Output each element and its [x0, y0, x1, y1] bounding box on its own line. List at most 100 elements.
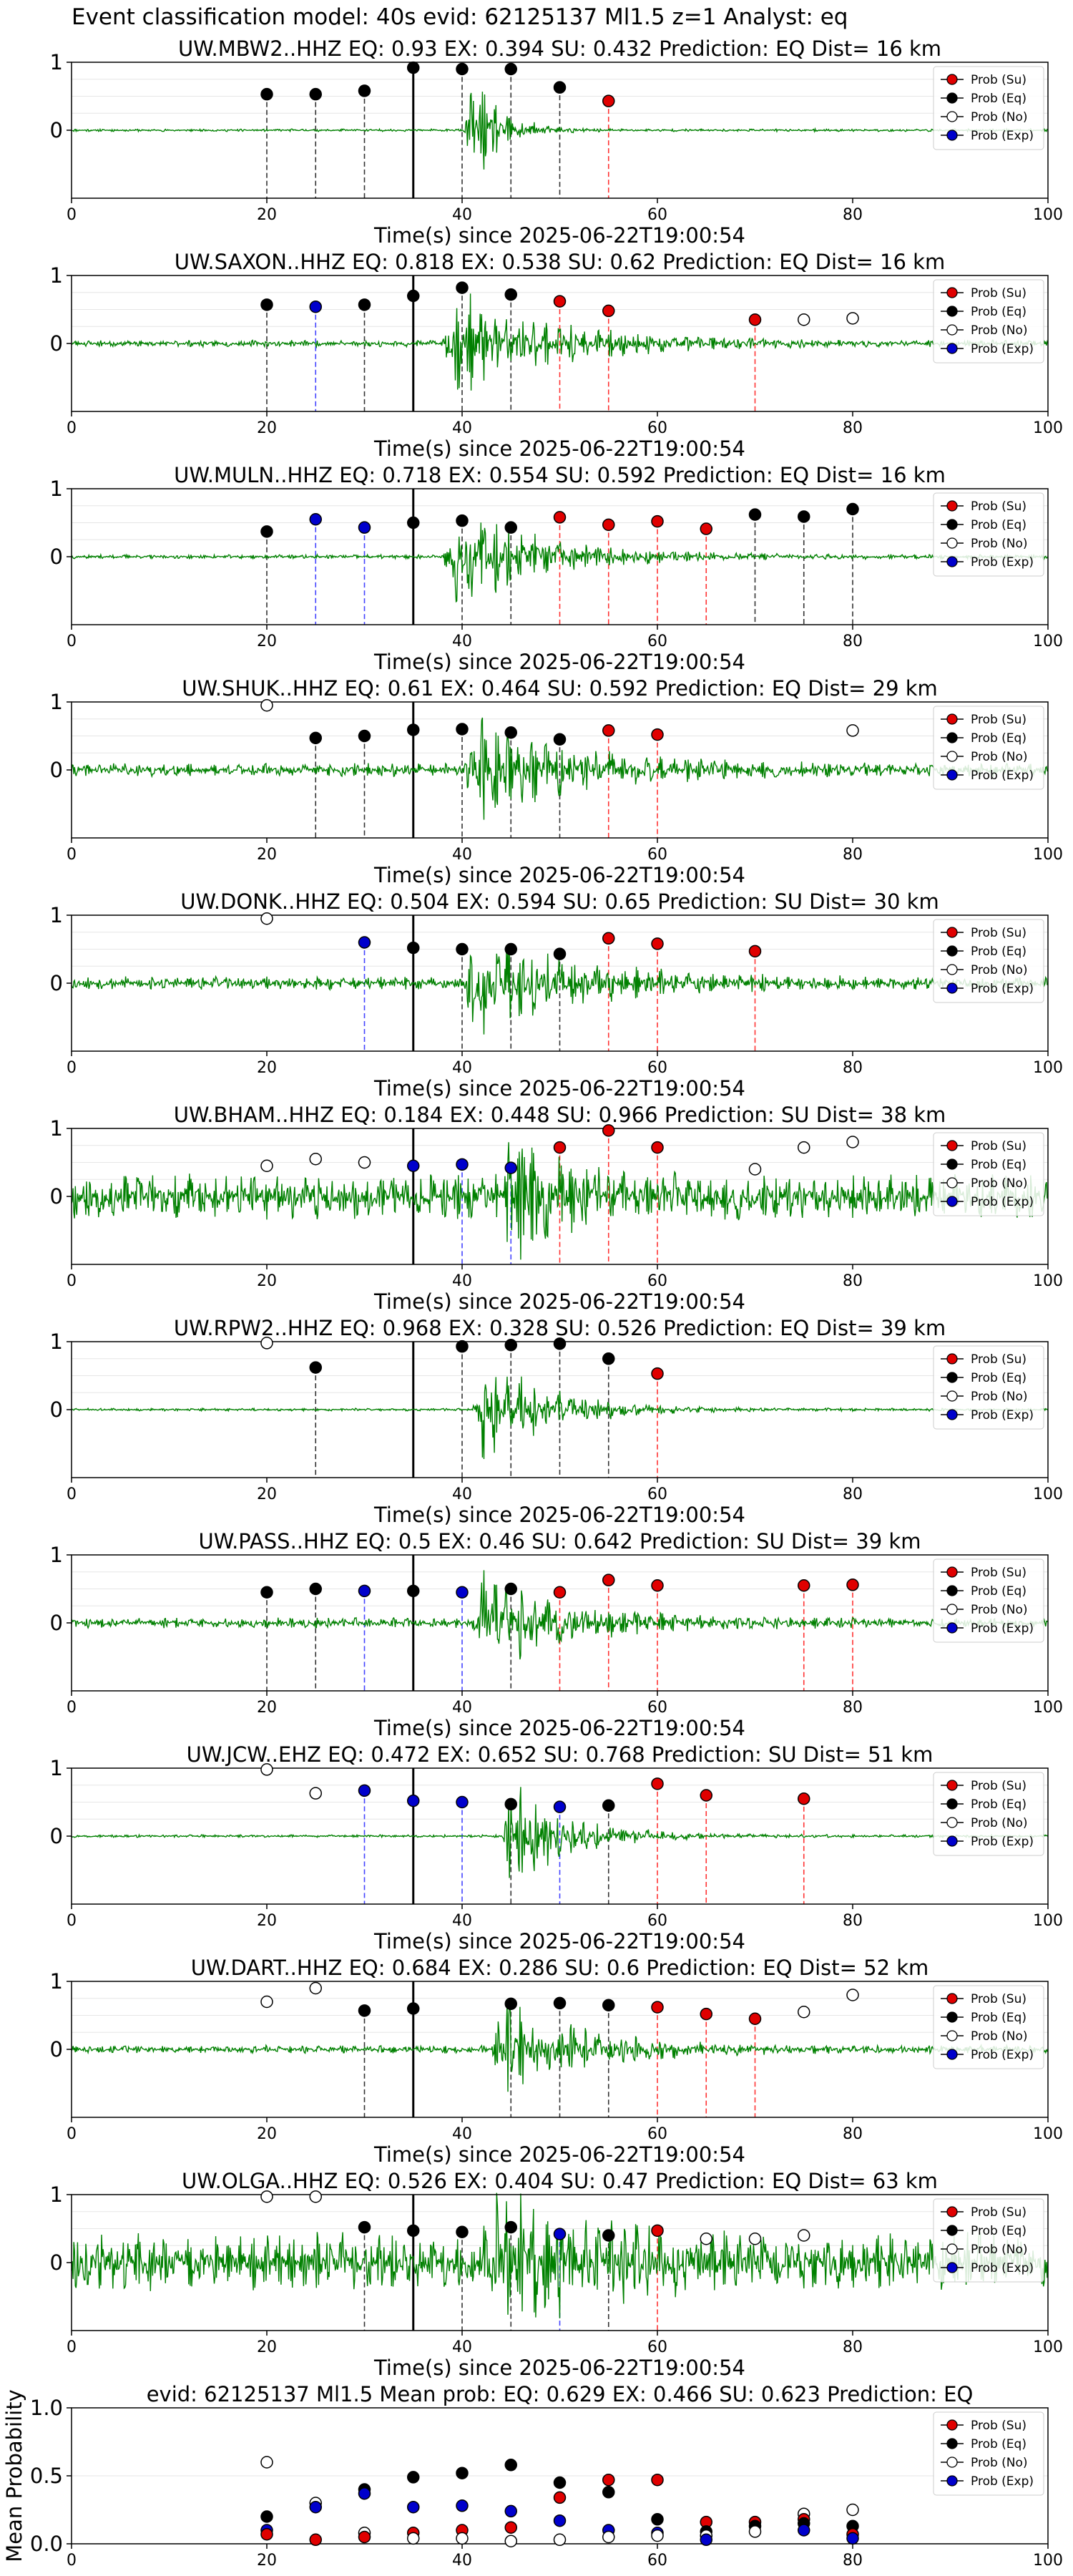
legend-box: [933, 1345, 1044, 1430]
legend-marker-exp: [946, 343, 958, 354]
legend-box: [933, 2411, 1044, 2496]
legend-marker-su: [946, 713, 958, 725]
legend-label: Prob (Eq): [971, 2011, 1027, 2025]
prob-marker-su: [504, 2521, 517, 2534]
x-axis-label: Time(s) since 2025-06-22T19:00:54: [373, 1503, 745, 1527]
x-tick-label: 100: [1033, 633, 1063, 650]
legend-label: Prob (No): [971, 1390, 1028, 1404]
prob-marker-exp: [309, 2500, 322, 2514]
prob-marker-no: [798, 313, 810, 326]
prob-marker-exp: [358, 936, 371, 949]
prob-marker-exp: [456, 1158, 469, 1171]
prob-marker-no: [602, 2530, 615, 2544]
prob-marker-exp: [504, 1161, 517, 1174]
prob-marker-no: [358, 1156, 371, 1169]
waveform-trace: [71, 1142, 1049, 1260]
waveform-trace: [71, 1570, 1049, 1660]
prob-marker-su: [651, 2001, 664, 2014]
x-axis-label: Time(s) since 2025-06-22T19:00:54: [373, 1929, 745, 1953]
legend-label: Prob (Exp): [971, 769, 1034, 783]
prob-marker-no: [798, 2229, 810, 2242]
subplot-title: UW.OLGA..HHZ EQ: 0.526 EX: 0.404 SU: 0.4…: [182, 2169, 938, 2193]
legend-label: Prob (Eq): [971, 305, 1027, 319]
legend-marker-su: [946, 74, 958, 85]
legend-marker-exp: [946, 769, 958, 781]
subplot-1: UW.MBW2..HHZ EQ: 0.93 EX: 0.394 SU: 0.43…: [50, 36, 1063, 248]
legend-label: Prob (Su): [971, 1139, 1027, 1153]
x-tick-label: 80: [843, 419, 863, 437]
legend-label: Prob (Su): [971, 73, 1027, 87]
prob-marker-no: [700, 2233, 712, 2245]
prob-marker-su: [602, 518, 615, 532]
prob-marker-eq: [553, 81, 567, 94]
y-tick-label: 0: [50, 1184, 63, 1209]
legend-label: Prob (Su): [971, 286, 1027, 301]
prob-marker-exp: [358, 521, 371, 534]
legend-label: Prob (Su): [971, 926, 1027, 940]
x-tick-label: 60: [647, 1912, 667, 1930]
legend-marker-eq: [946, 945, 958, 957]
legend-label: Prob (No): [971, 2029, 1028, 2044]
waveform-trace: [72, 92, 1049, 170]
legend-marker-no: [946, 1817, 958, 1828]
y-tick-label: 0: [50, 118, 63, 142]
prob-marker-su: [651, 728, 664, 741]
x-tick-label: 40: [452, 206, 472, 224]
y-tick-label: 0: [50, 758, 63, 782]
x-tick-label: 80: [843, 846, 863, 864]
subplot-2: UW.SAXON..HHZ EQ: 0.818 EX: 0.538 SU: 0.…: [50, 250, 1063, 461]
prob-marker-su: [748, 945, 762, 958]
prob-marker-eq: [456, 281, 469, 294]
prob-marker-su: [358, 2530, 371, 2544]
prob-marker-exp: [700, 2533, 712, 2547]
prob-marker-eq: [504, 62, 517, 76]
x-tick-label: 40: [452, 1485, 472, 1503]
prob-marker-eq: [553, 2476, 567, 2489]
prob-marker-su: [260, 2527, 273, 2541]
prob-marker-eq: [260, 87, 273, 101]
prob-marker-no: [309, 1153, 322, 1166]
x-tick-label: 20: [257, 1912, 277, 1930]
prob-marker-exp: [456, 1795, 469, 1809]
x-tick-label: 100: [1033, 419, 1063, 437]
x-tick-label: 100: [1033, 206, 1063, 224]
y-tick-label: 0: [50, 545, 63, 569]
prob-marker-eq: [407, 2224, 420, 2238]
y-tick-label: 1: [50, 50, 63, 74]
x-tick-label: 40: [452, 2552, 472, 2570]
legend-marker-su: [946, 1566, 958, 1578]
subplot-7: UW.RPW2..HHZ EQ: 0.968 EX: 0.328 SU: 0.5…: [50, 1316, 1063, 1527]
x-tick-label: 60: [647, 206, 667, 224]
x-tick-label: 20: [257, 206, 277, 224]
legend-marker-exp: [946, 2475, 958, 2487]
prob-marker-exp: [358, 1784, 371, 1797]
x-tick-label: 80: [843, 1485, 863, 1503]
x-tick-label: 20: [257, 2552, 277, 2570]
legend-box: [933, 1558, 1044, 1643]
legend-marker-eq: [946, 1798, 958, 1810]
prob-marker-exp: [798, 2524, 810, 2537]
prob-marker-no: [309, 1787, 322, 1800]
y-tick-label: 0.5: [30, 2464, 63, 2488]
legend-marker-no: [946, 111, 958, 122]
x-tick-label: 100: [1033, 1485, 1063, 1503]
prob-marker-no: [504, 2534, 517, 2547]
legend-box: [933, 919, 1044, 1003]
legend-label: Prob (Exp): [971, 2474, 1034, 2489]
y-tick-label: 1: [50, 1330, 63, 1354]
x-tick-label: 100: [1033, 1272, 1063, 1290]
prob-marker-eq: [456, 942, 469, 956]
legend-label: Prob (Eq): [971, 2437, 1027, 2451]
x-tick-label: 80: [843, 206, 863, 224]
y-tick-label: 1: [50, 1543, 63, 1567]
legend-label: Prob (Exp): [971, 2261, 1034, 2275]
prob-marker-eq: [456, 1340, 469, 1353]
prob-marker-su: [651, 1367, 664, 1380]
prob-marker-eq: [602, 1999, 615, 2011]
prob-marker-eq: [309, 1582, 322, 1596]
y-tick-label: 1: [50, 1969, 63, 1994]
prob-marker-no: [309, 1981, 322, 1995]
prob-marker-exp: [309, 300, 322, 313]
legend-marker-su: [946, 1140, 958, 1151]
legend-marker-exp: [946, 2049, 958, 2060]
